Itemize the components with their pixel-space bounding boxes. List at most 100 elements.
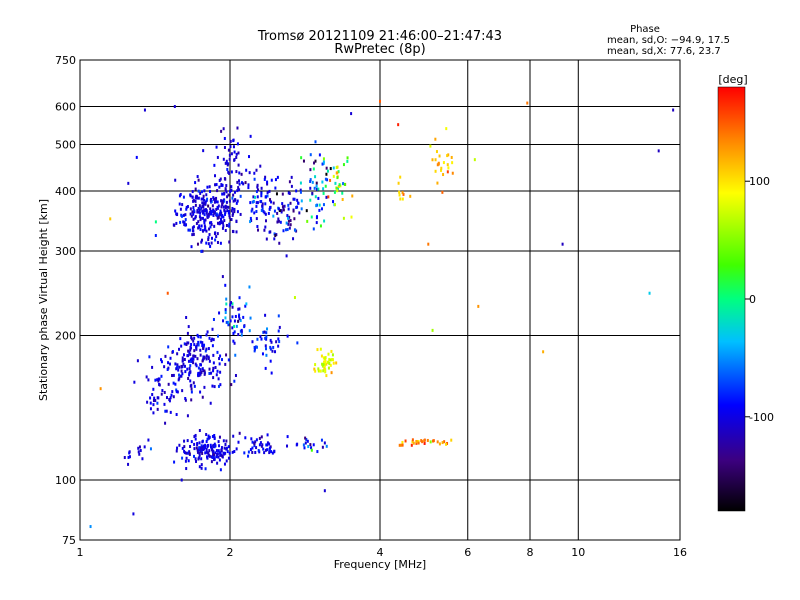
data-point [197,206,200,210]
data-point [216,213,219,217]
data-point [274,178,277,182]
data-point [227,148,230,152]
data-point [255,190,258,194]
data-point [171,390,174,394]
data-point [89,525,92,529]
data-point [230,152,233,156]
data-point [336,189,339,193]
data-point [179,192,182,196]
data-point [249,316,252,320]
data-point [171,374,174,378]
data-point [167,345,170,349]
data-point [295,189,298,193]
data-point [198,465,201,469]
data-point [221,183,224,187]
data-point [198,373,201,377]
data-point [242,182,245,186]
data-point [218,444,221,448]
data-point [223,219,226,223]
plot-frame [79,59,681,541]
data-point [179,337,182,341]
data-point [175,367,178,371]
data-point [179,207,182,211]
data-point [185,342,188,346]
data-point [197,366,200,370]
data-point [210,221,213,225]
data-point [248,329,251,333]
data-point [158,383,161,387]
data-point [192,361,195,365]
x-tick-label: 10 [571,546,585,559]
data-point [253,442,256,446]
data-point [410,443,413,447]
data-point [260,194,263,198]
data-point [239,194,242,198]
data-point [233,379,236,383]
data-point [402,192,405,196]
data-point [288,215,291,219]
data-point [146,400,149,404]
data-point [209,189,212,193]
data-point [185,315,188,319]
data-point [176,352,179,356]
chart-title: Tromsø 20121109 21:46:00–21:47:43 [257,29,502,44]
data-point [187,349,190,353]
data-point [186,439,189,443]
data-point [221,454,224,458]
data-point [272,345,275,349]
data-point [264,366,267,370]
data-point [197,178,200,182]
data-point [204,451,207,455]
data-point [231,302,234,306]
data-point [415,441,418,445]
data-point [195,194,198,198]
data-point [193,435,196,439]
data-point [194,181,197,185]
data-point [181,389,184,393]
data-point [205,193,208,197]
data-point [315,181,318,185]
data-point [199,191,202,195]
data-point [221,275,224,279]
data-point [322,187,325,191]
data-point [194,203,197,207]
data-point [274,234,277,238]
y-tick-label: 600 [55,101,76,114]
data-point [224,316,227,320]
data-point [309,179,312,183]
data-point [201,238,204,242]
data-point [212,208,215,212]
data-point [306,219,309,223]
data-point [672,108,675,112]
data-point [278,325,281,329]
data-point [227,323,230,327]
data-point [338,183,341,187]
data-point [220,199,223,203]
data-point [262,210,265,214]
data-point [203,202,206,206]
data-point [203,372,206,376]
data-point [219,451,222,455]
data-point [185,456,188,460]
data-point [199,363,202,367]
data-point [247,450,250,454]
data-point [450,438,453,442]
data-point [399,175,402,179]
data-point [251,200,254,204]
data-point [264,219,267,223]
data-point [174,362,177,366]
data-point [321,364,324,368]
data-point [197,196,200,200]
data-point [224,187,227,191]
data-point [438,442,441,446]
data-point [328,362,331,366]
data-point [325,374,328,378]
data-point [262,447,265,451]
data-point [293,296,296,300]
data-point [166,291,169,295]
data-point [265,237,268,241]
data-point [253,444,256,448]
data-point [190,245,193,249]
data-point [300,156,303,160]
data-point [207,212,210,216]
